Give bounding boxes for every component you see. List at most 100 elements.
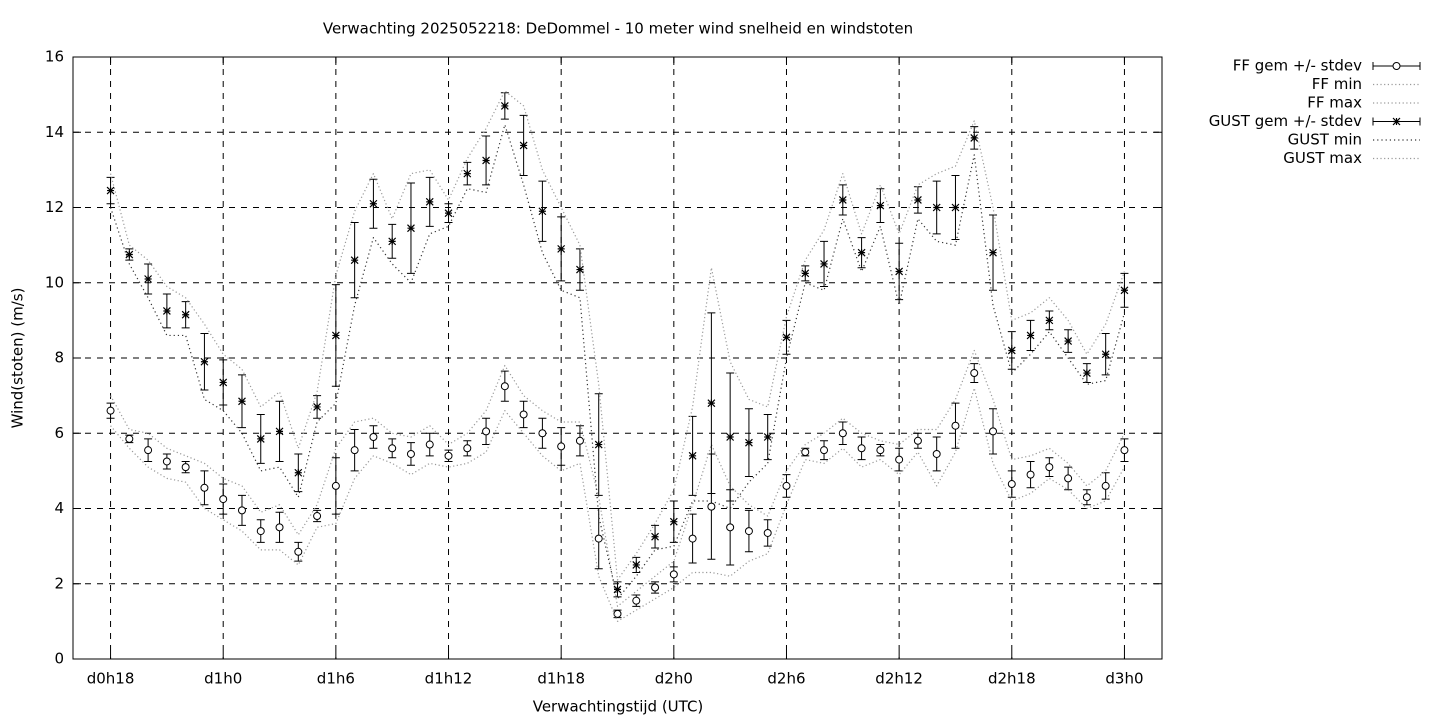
marker	[406, 449, 415, 458]
marker	[219, 378, 228, 387]
marker	[125, 250, 134, 259]
marker	[181, 463, 190, 472]
marker	[219, 495, 228, 504]
marker	[613, 585, 622, 594]
marker	[688, 534, 697, 543]
marker	[669, 517, 678, 526]
marker	[594, 534, 603, 543]
marker	[369, 199, 378, 208]
marker	[632, 596, 641, 605]
legend-label: GUST min	[1288, 131, 1362, 149]
marker	[876, 201, 885, 210]
marker	[651, 532, 659, 541]
marker	[444, 451, 453, 460]
marker	[162, 307, 171, 315]
marker	[275, 523, 284, 532]
y-axis-label: Wind(stoten) (m/s)	[9, 288, 27, 429]
marker	[557, 442, 566, 451]
marker	[1045, 316, 1054, 325]
marker	[1120, 286, 1129, 295]
marker	[895, 455, 904, 464]
marker	[482, 427, 491, 436]
marker	[895, 267, 904, 276]
marker	[1101, 350, 1110, 359]
marker	[801, 448, 810, 457]
marker	[425, 197, 434, 206]
marker	[1026, 470, 1035, 479]
marker	[744, 527, 753, 536]
marker	[294, 547, 303, 556]
marker	[162, 457, 171, 466]
legend-label: FF min	[1312, 75, 1362, 93]
x-tick-label: d2h12	[875, 670, 923, 688]
marker	[237, 506, 246, 515]
marker	[838, 196, 847, 204]
legend-label: GUST gem +/- stdev	[1209, 112, 1362, 130]
x-tick-label: d1h12	[425, 670, 473, 688]
marker	[857, 248, 866, 257]
line	[110, 349, 1125, 607]
marker	[951, 203, 960, 212]
x-tick-label: d1h0	[204, 670, 242, 688]
marker	[1064, 337, 1073, 345]
marker	[500, 382, 509, 391]
marker	[1392, 62, 1401, 70]
marker	[970, 369, 979, 378]
legend-label: FF max	[1307, 94, 1362, 112]
marker	[613, 609, 622, 618]
marker	[407, 224, 415, 233]
marker	[1120, 446, 1129, 455]
marker	[144, 275, 153, 283]
x-tick-label: d2h18	[988, 670, 1036, 688]
chart-title: Verwachting 2025052218: DeDommel - 10 me…	[323, 20, 913, 38]
marker	[989, 248, 997, 257]
marker	[913, 436, 922, 445]
marker	[1045, 463, 1054, 472]
marker	[575, 436, 584, 445]
x-tick-label: d3h0	[1105, 670, 1143, 688]
marker	[951, 421, 960, 430]
y-tick-label: 2	[54, 574, 64, 592]
marker	[782, 333, 791, 342]
marker	[369, 433, 378, 442]
marker	[913, 196, 922, 204]
marker	[576, 265, 584, 274]
marker	[313, 512, 322, 521]
marker	[594, 440, 603, 449]
x-tick-label: d2h6	[767, 670, 805, 688]
marker	[1392, 117, 1401, 126]
marker	[876, 446, 885, 455]
marker	[763, 433, 772, 441]
marker	[106, 406, 115, 415]
y-tick-label: 12	[45, 198, 64, 216]
marker	[1026, 331, 1035, 340]
marker	[1064, 474, 1073, 483]
x-tick-label: d2h0	[655, 670, 693, 688]
marker	[857, 444, 866, 453]
marker	[1101, 481, 1110, 490]
marker	[932, 449, 941, 458]
line	[109, 124, 1126, 600]
marker	[482, 156, 490, 165]
y-tick-label: 10	[45, 273, 64, 291]
marker	[500, 101, 509, 110]
marker	[1082, 493, 1091, 502]
marker	[444, 209, 453, 218]
line	[109, 90, 1126, 581]
marker	[763, 528, 772, 537]
marker	[557, 244, 566, 253]
marker	[688, 451, 697, 460]
marker	[519, 410, 528, 419]
y-tick-label: 16	[45, 48, 64, 66]
marker	[1007, 480, 1016, 489]
y-tick-label: 4	[54, 499, 64, 517]
y-tick-label: 6	[54, 424, 64, 442]
marker	[726, 433, 735, 441]
marker	[801, 269, 810, 278]
line	[110, 387, 1125, 622]
marker	[932, 203, 941, 212]
marker	[331, 331, 340, 340]
marker	[519, 141, 528, 150]
marker	[820, 260, 828, 268]
marker	[106, 186, 115, 195]
